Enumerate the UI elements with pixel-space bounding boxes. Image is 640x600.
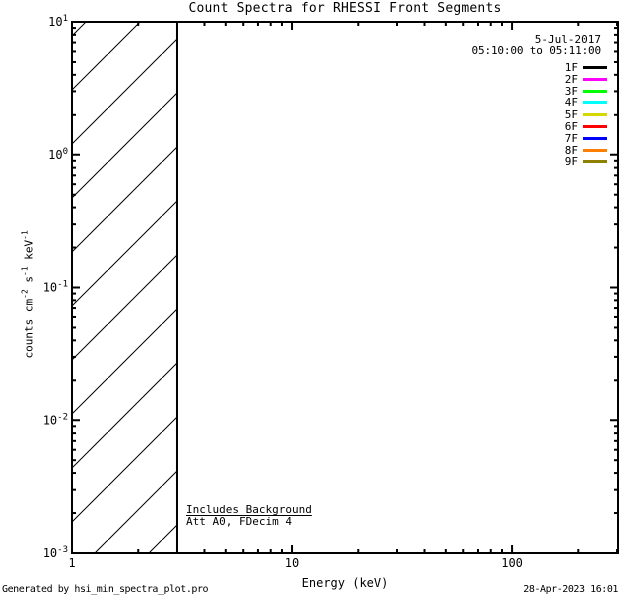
y-tick-label: 101: [48, 14, 68, 29]
plot-annotations: Includes Background Att A0, FDecim 4: [186, 504, 312, 527]
y-axis-ticks: [72, 21, 618, 554]
legend-entry-label: 1F: [564, 61, 578, 74]
y-tick-label: 10-1: [43, 280, 68, 295]
chart-title: Count Spectra for RHESSI Front Segments: [188, 1, 502, 16]
y-axis-label: counts cm-2 s-1 keV-1: [20, 230, 36, 359]
legend-entry-label: 4F: [564, 96, 578, 110]
legend-entry-label: 3F: [564, 84, 578, 98]
legend-entry-label: 7F: [564, 131, 578, 145]
legend-date: 5-Jul-2017: [534, 33, 601, 46]
y-tick-label: 100: [48, 147, 68, 162]
annotation-line: Att A0, FDecim 4: [186, 514, 292, 528]
legend-color-line: [583, 101, 607, 105]
x-axis-label: Energy (keV): [301, 576, 389, 590]
legend-color-line: [583, 66, 607, 69]
x-tick-label: 1: [68, 556, 75, 570]
y-tick-labels: 101 100 10-1 10-2 10-3: [43, 14, 68, 560]
x-tick-label: 100: [501, 556, 523, 570]
legend-color-line: [583, 148, 607, 152]
legend-color-line: [583, 125, 607, 128]
annotation-line: Includes Background: [186, 503, 312, 516]
legend-entry-label: 9F: [564, 155, 578, 169]
x-tick-label: 10: [285, 556, 299, 570]
y-tick-label: 10-3: [43, 545, 68, 560]
legend-entry-label: 5F: [564, 108, 578, 122]
legend-color-line: [583, 136, 607, 140]
legend-color-line: [583, 160, 607, 164]
legend-entry-label: 6F: [564, 120, 578, 133]
legend-entry-label: 8F: [564, 143, 578, 157]
y-tick-label: 10-2: [43, 412, 68, 427]
legend-color-line: [583, 113, 607, 117]
legend-color-line: [583, 89, 607, 93]
x-tick-labels: 1 10 100: [68, 556, 523, 570]
legend-time-range: 05:10:00 to 05:11:00: [471, 44, 602, 57]
legend-color-line: [583, 77, 607, 81]
footer-timestamp: 28-Apr-2023 16:01: [523, 584, 618, 595]
legend-entry-label: 2F: [564, 72, 578, 86]
x-axis-ticks: [71, 22, 619, 553]
footer-generated-by: Generated by hsi_min_spectra_plot.pro: [2, 584, 209, 595]
hatched-region: [72, 22, 177, 553]
